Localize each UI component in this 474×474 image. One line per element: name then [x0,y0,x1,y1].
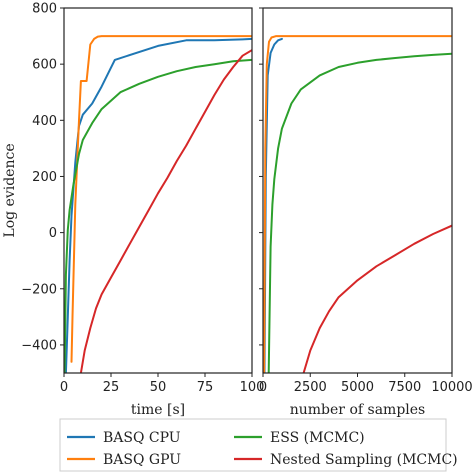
legend-label-ess: ESS (MCMC) [270,430,365,446]
x-tick-label: 100 [240,380,265,395]
series-lines [64,35,252,373]
y-tick-label: 600 [32,58,57,73]
series-line-ess-mcmc [267,52,452,373]
y-tick-label: −400 [21,338,57,353]
y-tick-label: −200 [21,282,57,297]
y-tick-label: 200 [32,170,57,185]
legend-box [59,418,447,472]
y-axis-label: Log evidence [2,143,18,237]
time-panel: 0 25 50 75 100 −400 −200 0 200 400 600 800 time [s] L… [2,2,264,419]
x-tick-label: 5000 [341,380,374,395]
legend: BASQ CPU BASQ GPU ESS (MCMC) Nested Samp… [59,418,458,472]
x-tick-label: 2500 [294,380,327,395]
y-tick-label: 0 [49,226,57,241]
x-tick-label: 0 [60,380,68,395]
x-tick-label: 0 [259,380,267,395]
series-line-basq-cpu [64,37,252,373]
series-lines [263,35,452,373]
x-tick-label: 7500 [388,380,421,395]
x-tick-label: 75 [197,380,214,395]
series-line-basq-gpu [70,35,252,363]
y-tick-label: 400 [32,114,57,129]
legend-label-basq-cpu: BASQ CPU [103,430,181,446]
series-line-nested-sampling-mcmc [302,224,452,373]
y-tick-label: 800 [32,2,57,17]
series-line-ess-mcmc [64,58,252,373]
samples-panel: 0 2500 5000 7500 10000 number of samples [259,7,473,418]
series-line-basq-gpu [263,35,452,373]
series-line-nested-sampling-mcmc [79,49,252,373]
x-axis-label: time [s] [131,402,185,418]
x-tick-label: 10000 [431,380,472,395]
x-tick-label: 50 [150,380,167,395]
legend-label-basq-gpu: BASQ GPU [103,452,181,468]
x-tick-label: 25 [103,380,120,395]
x-axis-label: number of samples [290,402,425,418]
legend-label-nested-sampling: Nested Sampling (MCMC) [270,452,458,468]
